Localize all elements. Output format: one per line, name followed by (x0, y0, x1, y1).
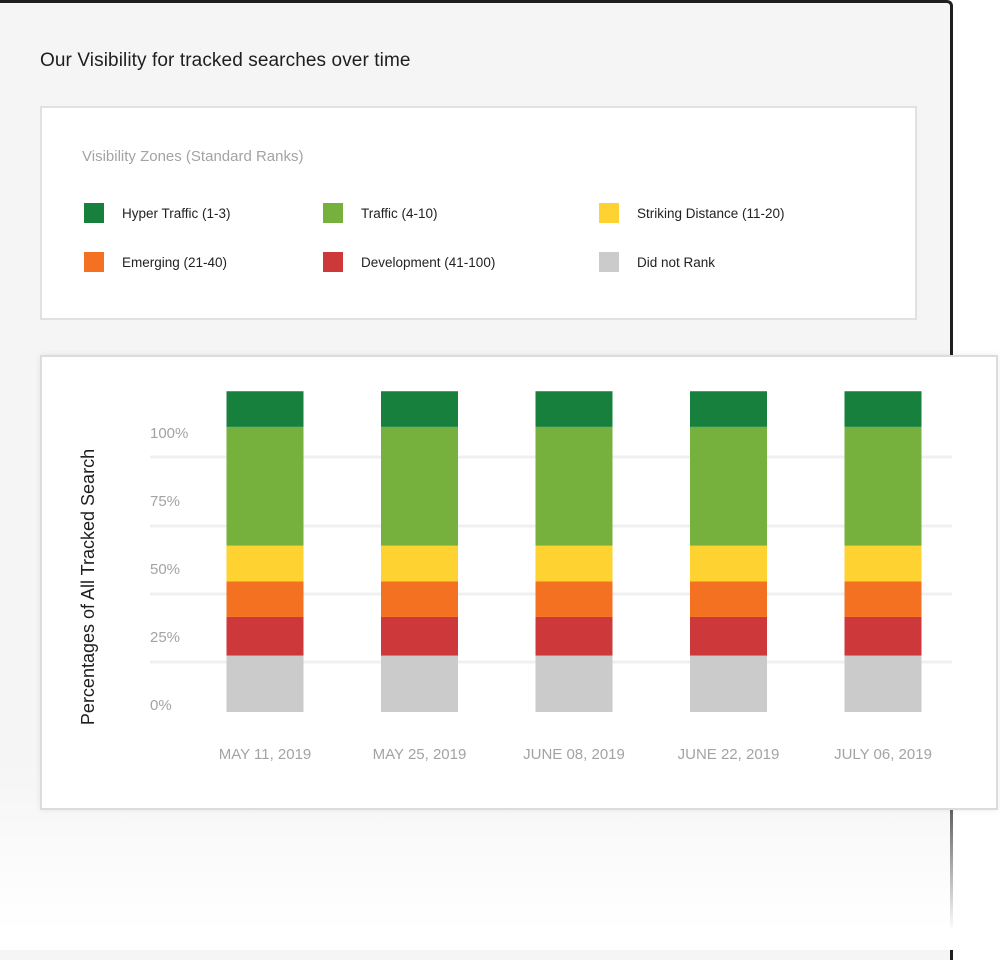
y-tick-label: 100% (150, 425, 188, 442)
bar-segment (535, 655, 613, 712)
y-tick-label: 25% (150, 629, 180, 646)
page-title: Our Visibility for tracked searches over… (40, 50, 411, 71)
y-axis-label: Percentages of All Tracked Search (78, 449, 98, 725)
legend-swatch-emerging (84, 252, 104, 272)
bar-segment (844, 581, 922, 617)
bar-segment (226, 581, 304, 617)
bar-segment (690, 655, 767, 712)
y-tick-labels: 0% 25% 50% 75% 100% (150, 425, 188, 714)
bar-segment (226, 391, 304, 427)
bar-segment (535, 616, 613, 656)
bar-segment (690, 616, 767, 656)
legend-heading: Visibility Zones (Standard Ranks) (82, 148, 304, 165)
x-tick-label: JUNE 08, 2019 (523, 746, 625, 763)
legend-card: Visibility Zones (Standard Ranks) Hyper … (40, 106, 917, 320)
bar-segment (690, 391, 767, 427)
bar-segment (844, 545, 922, 582)
legend-label: Hyper Traffic (1-3) (122, 205, 231, 221)
bar-segment (535, 426, 613, 546)
legend-item-did-not-rank: Did not Rank (599, 252, 715, 272)
legend-item-hyper-traffic: Hyper Traffic (1-3) (84, 203, 231, 223)
bar-segment (381, 616, 458, 656)
bar-segment (535, 545, 613, 582)
bar-segment (844, 616, 922, 656)
bar-segment (381, 581, 458, 617)
legend-swatch-development (323, 252, 343, 272)
bar-segment (381, 545, 458, 582)
legend-item-development: Development (41-100) (323, 252, 495, 272)
legend-swatch-did-not-rank (599, 252, 619, 272)
bar-segment (381, 426, 458, 546)
x-tick-labels: MAY 11, 2019 MAY 25, 2019 JUNE 08, 2019 JUN… (219, 746, 932, 763)
legend-label: Traffic (4-10) (361, 205, 438, 221)
legend-label: Striking Distance (11-20) (637, 205, 785, 221)
legend-item-emerging: Emerging (21-40) (84, 252, 227, 272)
legend-label: Emerging (21-40) (122, 254, 228, 270)
bar-segment (226, 426, 304, 546)
bar-segment (535, 391, 613, 427)
legend-swatch-hyper-traffic (84, 203, 104, 223)
bar-segment (535, 581, 613, 617)
legend-label: Development (41-100) (361, 254, 496, 270)
legend-swatch-traffic (323, 203, 343, 223)
y-tick-label: 50% (150, 561, 180, 578)
bars (226, 391, 922, 712)
legend-label: Did not Rank (637, 254, 716, 270)
bar-segment (226, 655, 304, 712)
bar-segment (381, 391, 458, 427)
bar-segment (844, 391, 922, 427)
y-tick-label: 75% (150, 493, 180, 510)
y-tick-label: 0% (150, 697, 172, 714)
bar-segment (381, 655, 458, 712)
bar-segment (844, 655, 922, 712)
x-tick-label: MAY 11, 2019 (219, 746, 312, 763)
x-tick-label: JULY 06, 2019 (834, 746, 932, 763)
bar-segment (690, 426, 767, 546)
x-tick-label: JUNE 22, 2019 (678, 746, 780, 763)
bar-segment (690, 545, 767, 582)
x-tick-label: MAY 25, 2019 (373, 746, 467, 763)
chart-card: 0% 25% 50% 75% 100% MAY 11, 2019 MAY 25, 2019… (40, 355, 998, 810)
bar-segment (690, 581, 767, 617)
stacked-bar-chart: 0% 25% 50% 75% 100% MAY 11, 2019 MAY 25, 2019… (78, 391, 952, 763)
bar-segment (844, 426, 922, 546)
legend-swatch-striking-distance (599, 203, 619, 223)
legend-item-traffic: Traffic (4-10) (323, 203, 438, 223)
bar-segment (226, 545, 304, 582)
bar-segment (226, 616, 304, 656)
legend-item-striking-distance: Striking Distance (11-20) (599, 203, 785, 223)
